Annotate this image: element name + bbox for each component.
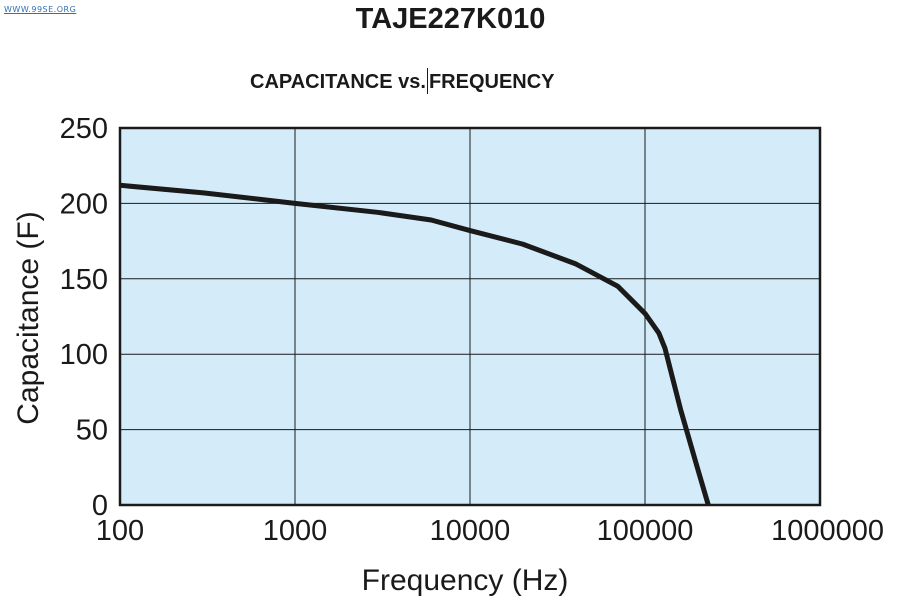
x-tick-label-4: 1000000 <box>771 515 884 547</box>
x-tick-label-3: 100000 <box>597 515 694 547</box>
text-cursor-bar <box>426 68 428 94</box>
y-axis-label: Capacitance (F) <box>12 211 45 424</box>
y-tick-labels: 0 50 100 150 200 250 <box>60 113 108 522</box>
plot-frame <box>118 126 822 507</box>
chart-title: TAJE227K010 <box>355 3 546 35</box>
x-tick-labels: 100 1000 10000 100000 1000000 <box>96 515 884 547</box>
x-tick-label-2: 10000 <box>430 515 511 547</box>
y-tick-label-2: 100 <box>60 339 108 371</box>
chart-subtitle: CAPACITANCE vs. FREQUENCY <box>250 68 555 94</box>
capacitance-curve <box>119 182 711 506</box>
x-tick-label-0: 100 <box>96 515 144 547</box>
watermark-link[interactable]: WWW.99SE.ORG <box>4 5 77 14</box>
y-tick-label-5: 250 <box>60 113 108 145</box>
subtitle-part-2: FREQUENCY <box>428 71 555 93</box>
x-tick-label-1: 1000 <box>263 515 328 547</box>
x-axis-label: Frequency (Hz) <box>362 564 569 597</box>
y-tick-label-1: 50 <box>76 415 108 447</box>
y-tick-label-3: 150 <box>60 264 108 296</box>
y-tick-label-4: 200 <box>60 188 108 220</box>
y-tick-label-0: 0 <box>92 490 108 522</box>
subtitle-part-1: CAPACITANCE vs. <box>250 71 426 93</box>
